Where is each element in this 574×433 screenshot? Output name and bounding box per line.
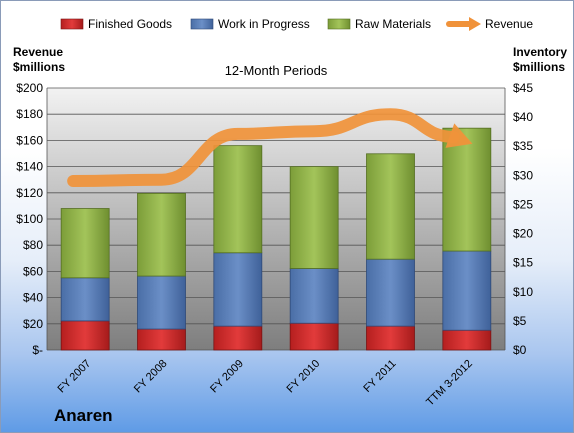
bar-finished-goods	[137, 328, 186, 351]
legend-swatch	[190, 18, 214, 30]
x-tick-label: FY 2010	[285, 358, 323, 396]
x-tick-label: TTM 3-2012	[424, 358, 475, 409]
bar-finished-goods	[366, 325, 415, 351]
revenue-line-path	[67, 108, 460, 188]
right-axis-title-text: Inventory $millions	[513, 45, 568, 74]
right-tick-label: $30	[513, 168, 533, 182]
legend-label: Work in Progress	[218, 17, 310, 31]
legend-label: Revenue	[485, 17, 533, 31]
bar-raw-materials	[137, 192, 186, 277]
legend-item-work-in-progress: Work in Progress	[190, 17, 310, 31]
bar-work-in-progress	[442, 250, 492, 331]
right-axis-title: Inventory $millions	[513, 45, 569, 75]
bar-raw-materials	[366, 153, 415, 260]
bar-work-in-progress	[289, 268, 339, 324]
right-tick-label: $35	[513, 139, 533, 153]
right-tick-label: $0	[513, 343, 527, 357]
right-tick-label: $20	[513, 227, 533, 241]
left-tick-label: $100	[16, 212, 43, 226]
right-tick-label: $15	[513, 256, 533, 270]
revenue-arrowhead	[445, 123, 473, 148]
bar-work-in-progress	[213, 252, 263, 327]
x-tick-label: FY 2009	[208, 358, 246, 396]
bar-finished-goods	[213, 325, 263, 351]
bar-raw-materials	[60, 208, 110, 279]
bar-work-in-progress	[137, 275, 186, 330]
left-tick-label: $-	[32, 343, 43, 357]
bar-raw-materials	[442, 127, 492, 252]
bar-finished-goods	[442, 329, 492, 351]
right-tick-label: $5	[513, 314, 527, 328]
left-axis-title-text: Revenue $millions	[13, 45, 66, 74]
left-tick-label: $80	[23, 238, 43, 252]
bar-raw-materials	[213, 145, 263, 254]
right-tick-label: $45	[513, 81, 533, 95]
left-tick-label: $140	[16, 160, 43, 174]
left-axis-ticks: $- $20 $40 $60 $80 $100 $120 $140 $160 $180 $200	[16, 81, 43, 357]
legend-arrow-revenue	[469, 17, 481, 31]
left-tick-label: $180	[16, 107, 43, 121]
x-axis-ticks: FY 2007 FY 2008 FY 2009 FY 2010 FY 2011 TTM 3…	[56, 358, 475, 409]
left-tick-label: $200	[16, 81, 43, 95]
bar-work-in-progress	[366, 258, 415, 327]
chart-title: 12-Month Periods	[225, 63, 328, 78]
revenue-line	[67, 108, 473, 188]
right-tick-label: $10	[513, 285, 533, 299]
legend-swatch	[60, 18, 84, 30]
legend-label: Finished Goods	[88, 17, 172, 31]
legend-label: Raw Materials	[355, 17, 431, 31]
x-tick-label: FY 2011	[361, 358, 398, 395]
legend: Finished Goods Work in Progress Raw Materi…	[60, 17, 533, 31]
left-tick-label: $60	[23, 264, 43, 278]
bar-work-in-progress	[60, 277, 110, 322]
gridlines	[46, 87, 506, 351]
right-tick-label: $25	[513, 197, 533, 211]
legend-item-revenue: Revenue	[446, 17, 533, 31]
legend-item-finished-goods: Finished Goods	[60, 17, 172, 31]
right-axis-ticks: $0 $5 $10 $15 $20 $25 $30 $35 $40 $45	[513, 81, 533, 357]
left-axis-title: Revenue $millions	[13, 45, 73, 75]
company-name: Anaren	[54, 406, 113, 425]
left-tick-label: $20	[23, 317, 43, 331]
left-tick-label: $160	[16, 133, 43, 147]
bar-finished-goods	[289, 322, 339, 351]
bar-raw-materials	[289, 166, 339, 269]
right-tick-label: $40	[513, 110, 533, 124]
x-tick-label: FY 2007	[56, 358, 94, 396]
left-tick-label: $40	[23, 291, 43, 305]
bar-finished-goods	[60, 320, 110, 351]
x-tick-label: FY 2008	[132, 358, 170, 396]
left-tick-label: $120	[16, 186, 43, 200]
bars	[60, 127, 492, 351]
legend-item-raw-materials: Raw Materials	[327, 17, 431, 31]
legend-swatch	[327, 18, 351, 30]
